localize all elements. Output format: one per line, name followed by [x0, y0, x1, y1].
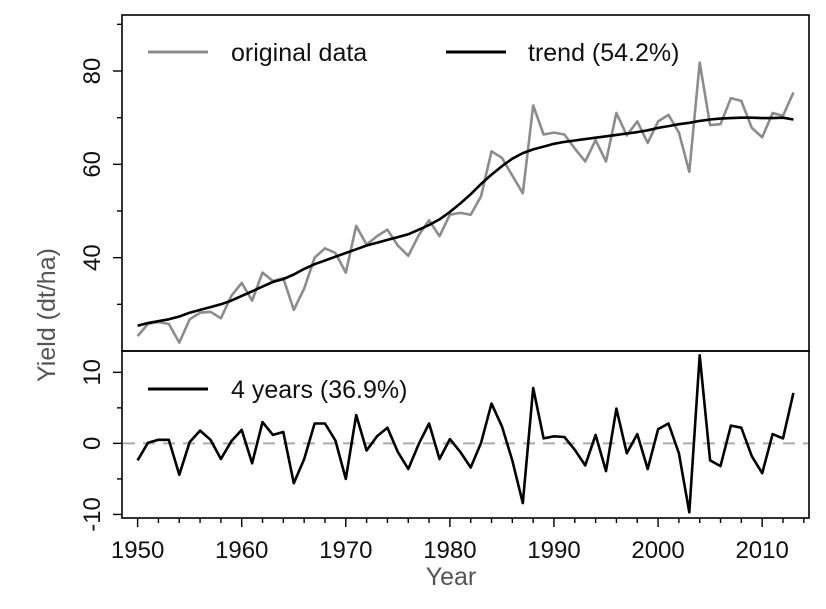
x-tick-label: 1990 [527, 537, 580, 564]
bottom-panel-frame [121, 350, 810, 519]
y-tick-label-top: 40 [79, 244, 106, 271]
x-tick-label: 1960 [215, 537, 268, 564]
y-tick-label-bottom: 10 [79, 359, 106, 386]
y-tick-label-top: 80 [79, 58, 106, 85]
four-year-line [136, 353, 795, 514]
legend-label-trend: trend (54.2%) [528, 39, 679, 67]
top-legend: original data trend (54.2%) [148, 39, 679, 67]
bottom-legend: 4 years (36.9%) [148, 376, 407, 404]
axis-ticks: 1950 1960 1970 1980 1990 2000 2010 40 60 80 -10 0 10 [79, 23, 805, 564]
x-tick-label: 1980 [423, 537, 476, 564]
original-data-line [136, 61, 795, 344]
top-panel-frame [121, 14, 810, 352]
y-axis-label: Yield (dt/ha) [33, 248, 61, 382]
legend-label-4-years: 4 years (36.9%) [231, 376, 407, 404]
y-tick-label-bottom: -10 [79, 497, 106, 532]
trend-line [137, 116, 794, 328]
x-tick-label: 1970 [319, 537, 372, 564]
legend-label-original: original data [231, 39, 367, 67]
x-axis-label: Year [426, 563, 477, 591]
y-tick-label-bottom: 0 [79, 437, 106, 450]
x-tick-label: 2000 [631, 537, 684, 564]
x-tick-label: 1950 [111, 537, 164, 564]
y-tick-label-top: 60 [79, 151, 106, 178]
x-tick-label: 2010 [735, 537, 788, 564]
